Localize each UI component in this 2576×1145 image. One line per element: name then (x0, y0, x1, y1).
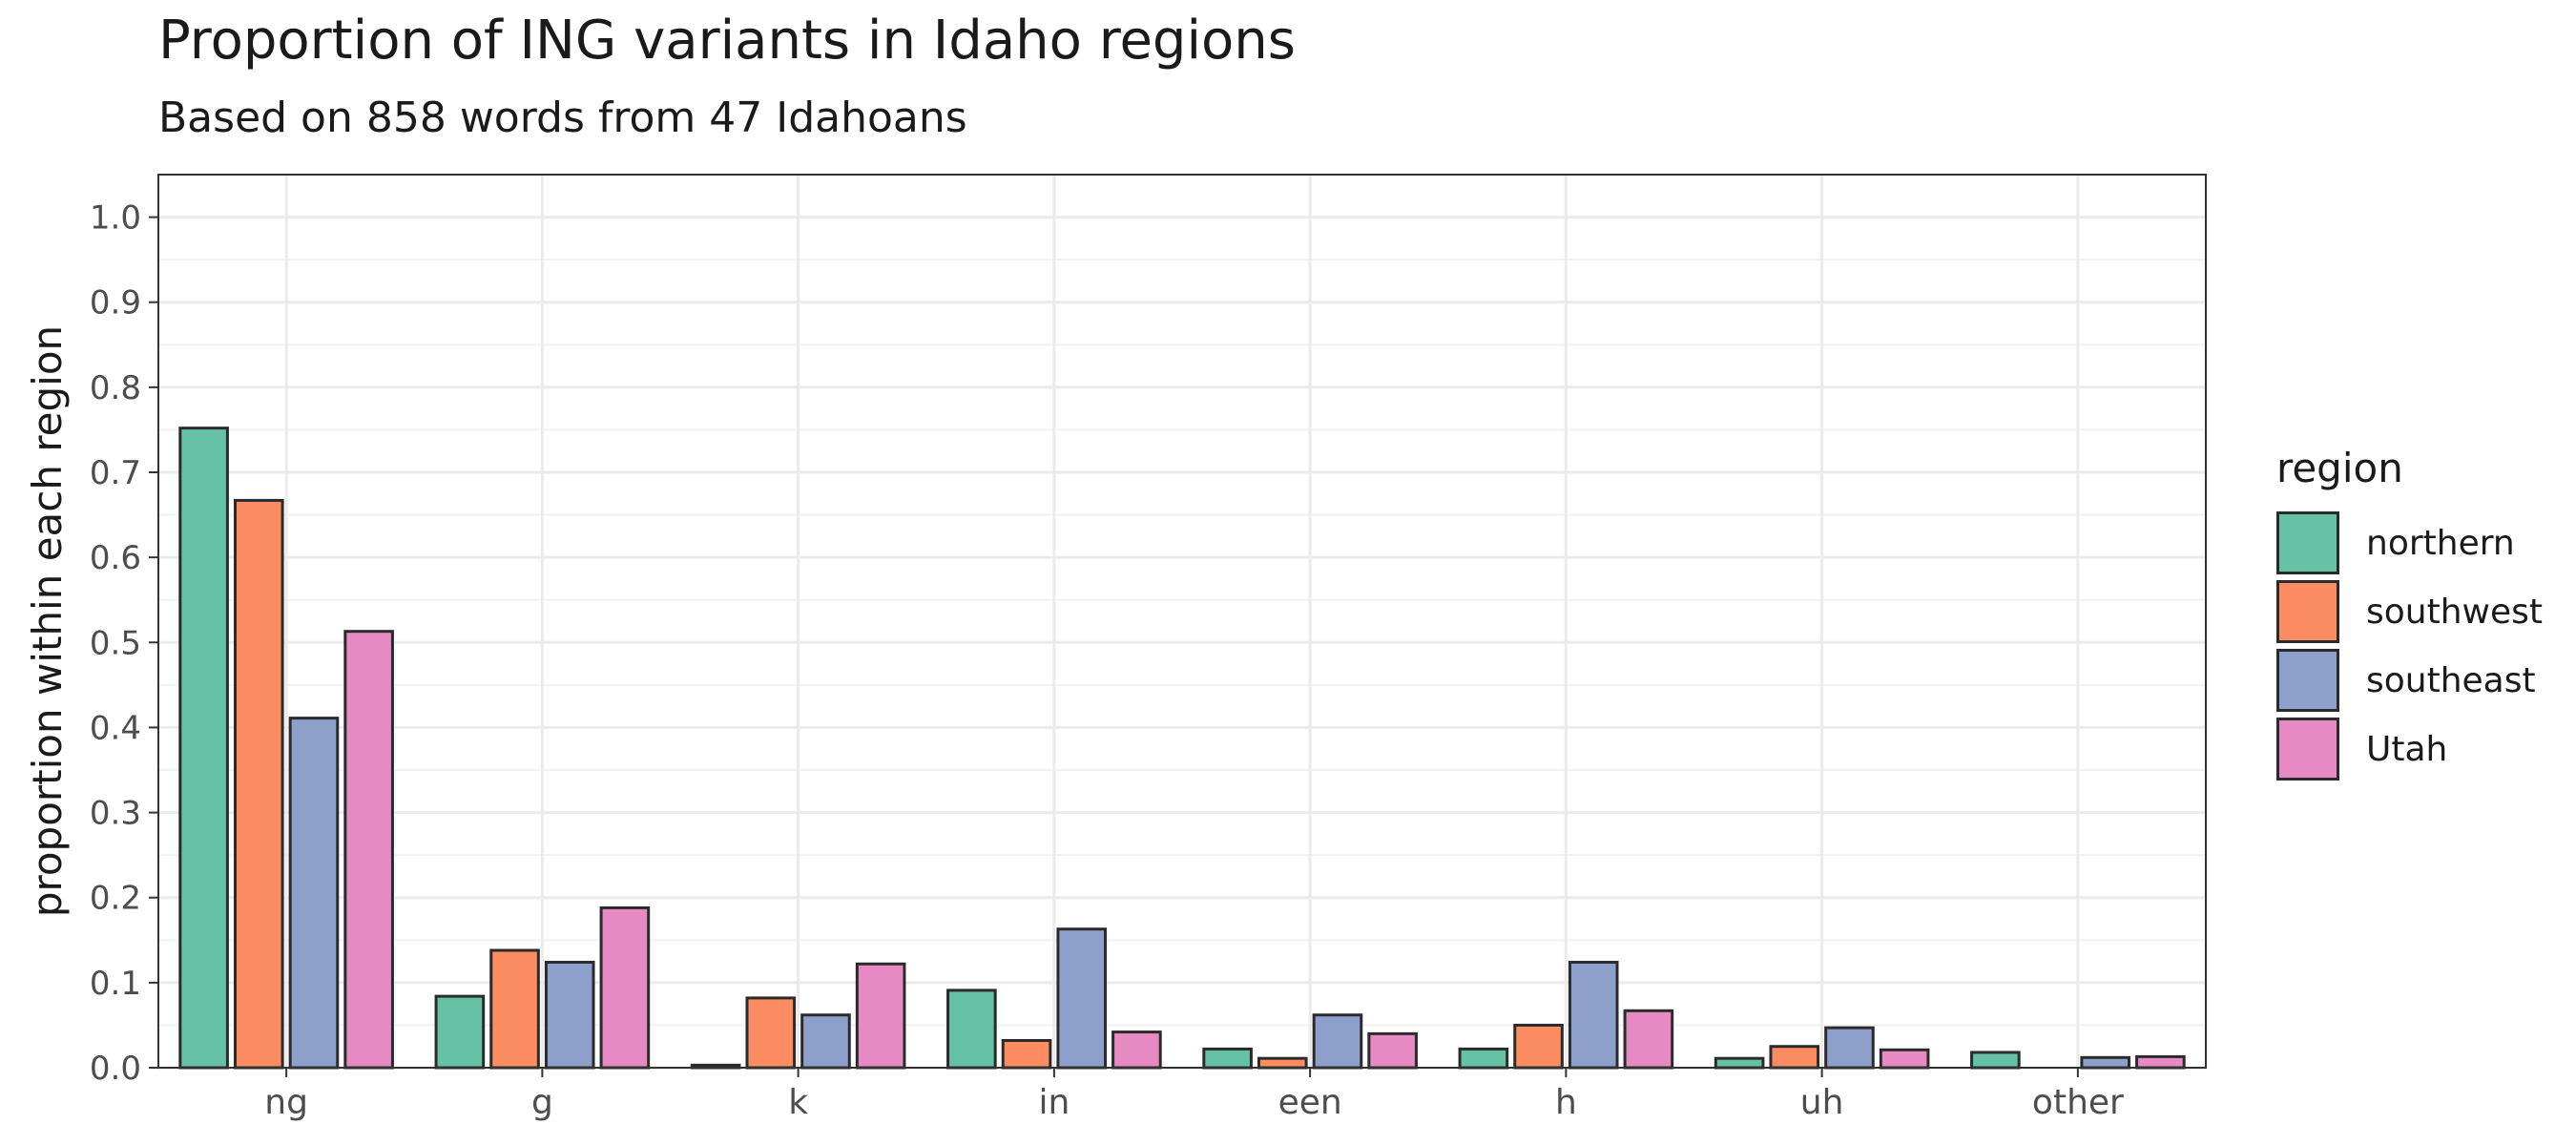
x-tick-label: uh (1800, 1083, 1844, 1122)
legend-key-northern (2276, 511, 2339, 574)
bar-northern-ng (178, 427, 229, 1070)
y-tick-label: 1.0 (90, 199, 141, 238)
y-tick-label: 0.1 (90, 965, 141, 1003)
y-tick-label: 0.3 (90, 795, 141, 833)
bar-southeast-in (1056, 927, 1108, 1070)
axis-layer: 0.0 0.1 0.2 0.3 0.4 0.5 0.6 0.7 0.8 0.9 1.0 ng g k in e… (90, 199, 2124, 1122)
bar-southeast-k (800, 1013, 851, 1070)
legend: region northern southwest southeast Utah (2276, 445, 2543, 783)
legend-label-utah: Utah (2366, 729, 2448, 769)
bar-southeast-ng (288, 717, 340, 1070)
bar-southeast-h (1568, 960, 1619, 1070)
bar-southwest-uh (1769, 1045, 1820, 1070)
x-tick-label: ng (264, 1083, 308, 1122)
bar-southwest-h (1513, 1023, 1564, 1070)
bar-southwest-een (1257, 1056, 1308, 1070)
legend-label-southeast: southeast (2366, 660, 2536, 700)
grid-layer (158, 174, 2206, 1070)
legend-key-utah (2276, 718, 2339, 781)
y-tick-label: 0.6 (90, 539, 141, 577)
bar-southwest-in (1001, 1038, 1052, 1070)
bar-southeast-g (544, 960, 595, 1070)
bar-southwest-k (745, 996, 797, 1070)
bar-utah-een (1367, 1031, 1418, 1070)
legend-items: northern southwest southeast Utah (2276, 509, 2543, 783)
bar-utah-k (855, 962, 906, 1070)
legend-item-southwest: southwest (2276, 577, 2543, 646)
bar-northern-een (1202, 1047, 1253, 1070)
bar-southeast-other (2080, 1055, 2131, 1070)
bar-northern-uh (1714, 1056, 1765, 1070)
legend-label-southwest: southwest (2366, 592, 2543, 632)
bar-southeast-een (1312, 1013, 1363, 1070)
bar-northern-h (1458, 1047, 1509, 1070)
y-tick-label: 0.4 (90, 709, 141, 747)
bar-northern-in (946, 989, 997, 1070)
bar-southwest-g (489, 948, 540, 1070)
legend-label-northern: northern (2366, 523, 2515, 563)
bar-utah-uh (1879, 1048, 1930, 1070)
legend-key-southeast (2276, 649, 2339, 712)
bar-northern-g (434, 994, 486, 1070)
x-tick-label: g (531, 1083, 553, 1122)
legend-item-utah: Utah (2276, 715, 2543, 783)
bar-southeast-uh (1824, 1026, 1875, 1070)
bar-southwest-ng (233, 498, 284, 1070)
bar-northern-other (1970, 1051, 2021, 1070)
legend-item-southeast: southeast (2276, 646, 2543, 715)
legend-item-northern: northern (2276, 509, 2543, 577)
legend-key-southwest (2276, 580, 2339, 643)
chart-title: Proportion of ING variants in Idaho regi… (158, 10, 1296, 72)
bar-utah-g (599, 906, 651, 1070)
legend-title: region (2276, 445, 2403, 491)
y-tick-label: 0.9 (90, 284, 141, 323)
x-tick-label: h (1555, 1083, 1577, 1122)
bar-layer (178, 427, 2186, 1070)
y-axis-label: proportion within each region (24, 325, 71, 917)
y-tick-label: 0.2 (90, 880, 141, 918)
x-tick-label: in (1038, 1083, 1070, 1122)
y-tick-label: 0.7 (90, 454, 141, 492)
x-tick-label: other (2032, 1083, 2124, 1122)
panel-border (157, 174, 2207, 1069)
y-tick-label: 0.5 (90, 624, 141, 662)
y-tick-label: 0.0 (90, 1050, 141, 1088)
panel-background (158, 175, 2206, 1068)
bar-utah-ng (343, 630, 394, 1070)
chart-subtitle: Based on 858 words from 47 Idahoans (158, 94, 967, 142)
x-tick-label: k (788, 1083, 808, 1122)
x-tick-label: een (1278, 1083, 1342, 1122)
bar-utah-h (1623, 1009, 1674, 1070)
bar-utah-in (1111, 1030, 1162, 1070)
y-tick-label: 0.8 (90, 369, 141, 407)
bar-utah-other (2135, 1054, 2186, 1070)
